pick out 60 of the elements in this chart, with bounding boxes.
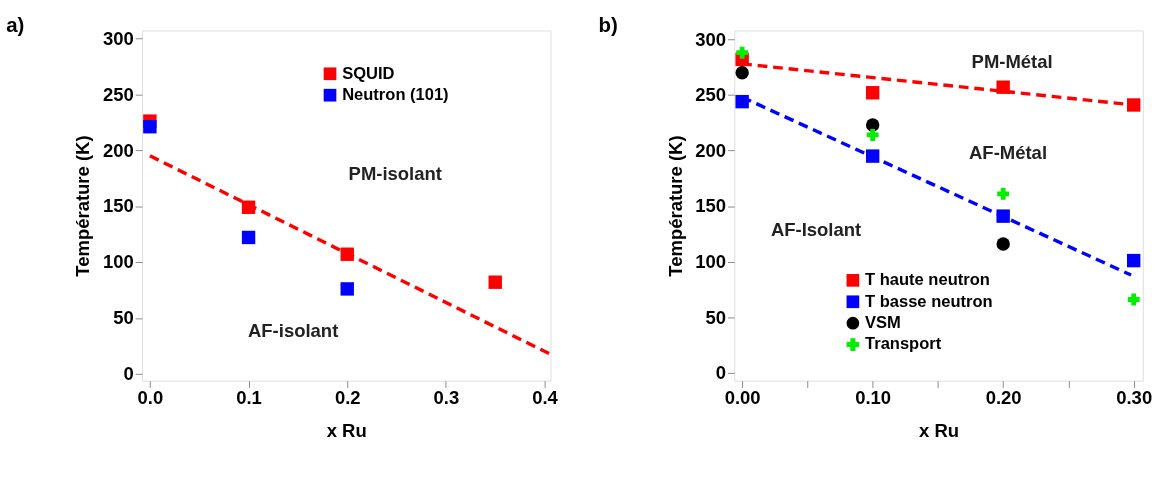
point [241, 200, 256, 214]
point [996, 80, 1010, 94]
annotation: AF-isolant [248, 320, 339, 342]
y-tick-label: 0 [715, 362, 727, 384]
point [241, 230, 256, 245]
point [997, 187, 1010, 200]
y-tick-label: 50 [705, 306, 727, 328]
chart-title: b) [598, 14, 618, 37]
legend-label: Transport [865, 334, 942, 354]
point [865, 118, 880, 132]
y-tick-label: 250 [102, 83, 134, 105]
point [865, 86, 880, 100]
x-tick-label: 0.00 [724, 387, 761, 409]
y-tick-label: 100 [695, 251, 727, 273]
y-tick-label: 300 [695, 28, 727, 50]
x-tick-label: 0.30 [1116, 387, 1153, 409]
point [143, 120, 157, 134]
x-tick-label: 0.2 [334, 387, 361, 409]
point [996, 209, 1010, 223]
point [1127, 293, 1140, 306]
point [996, 237, 1010, 251]
y-tick-label: 200 [102, 139, 134, 161]
x-tick-label: 0.20 [985, 387, 1022, 409]
x-tick-label: 0.0 [137, 387, 164, 409]
point [1126, 98, 1141, 112]
x-tick-label: 0.3 [433, 387, 460, 409]
x-tick-label: 0.10 [855, 387, 892, 409]
chart-title: a) [6, 13, 25, 36]
y-axis-title: Température (K) [72, 135, 94, 277]
x-tick-label: 0.4 [532, 387, 559, 409]
y-tick-label: 150 [695, 195, 727, 217]
point [340, 247, 354, 261]
annotation: AF-Isolant [770, 218, 862, 240]
legend-label: SQUID [342, 63, 395, 83]
point [488, 275, 502, 289]
annotation: PM-isolant [348, 162, 442, 184]
point [1126, 253, 1141, 268]
point [340, 282, 354, 296]
annotation: PM-Métal [971, 50, 1053, 72]
y-tick-label: 200 [695, 139, 727, 161]
y-tick-label: 100 [102, 251, 134, 273]
y-tick-label: 50 [113, 307, 134, 329]
legend-label: Neutron (101) [342, 85, 449, 105]
x-axis-title: x Ru [919, 419, 960, 441]
point [865, 149, 880, 163]
point [866, 129, 879, 141]
annotation: AF-Métal [969, 141, 1048, 163]
y-tick-label: 0 [123, 363, 134, 385]
y-axis-title: Température (K) [664, 135, 686, 277]
y-tick-label: 150 [102, 195, 134, 217]
point [735, 94, 749, 109]
x-tick-label: 0.1 [236, 387, 262, 409]
point [736, 46, 749, 59]
y-tick-label: 300 [102, 27, 134, 49]
y-tick-label: 250 [695, 84, 727, 106]
x-axis-title: x Ru [326, 419, 367, 441]
legend-label: T basse neutron [865, 291, 993, 311]
legend-label: T haute neutron [865, 270, 990, 290]
legend-label: VSM [865, 313, 901, 333]
point [735, 66, 749, 80]
